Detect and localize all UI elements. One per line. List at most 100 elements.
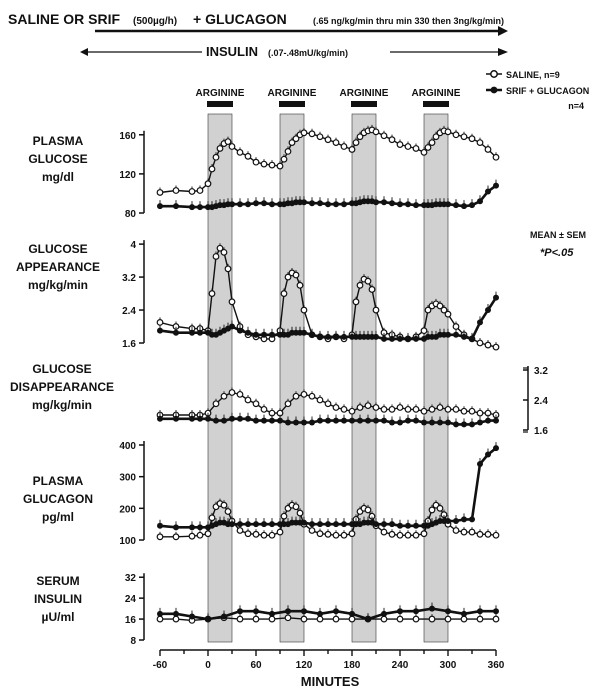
appearance-srif-point-37 <box>397 335 403 342</box>
glucagon-saline-point-26 <box>332 531 340 539</box>
glucose-saline-point-28 <box>348 146 356 153</box>
appearance-y-tick-label-1: 2.4 <box>122 306 136 317</box>
disappearance-srif-point-13 <box>277 417 283 424</box>
legend: SALINE, n=9 SRIF + GLUCAGON n=4 MEAN ± S… <box>486 70 589 259</box>
glucose-saline-point-6 <box>212 153 220 161</box>
glucose-srif-point-51 <box>485 188 491 195</box>
disappearance-saline-point-11 <box>260 405 268 413</box>
disappearance-srif-point-27 <box>389 419 395 426</box>
glucose-saline-point-22 <box>300 129 308 137</box>
glucose-saline-point-46 <box>444 128 452 136</box>
glucagon-srif-point-49 <box>469 516 475 523</box>
glucose-saline-point-0 <box>156 189 164 196</box>
disappearance-saline-point-17 <box>308 392 316 400</box>
glucagon-saline-point-8 <box>220 501 228 509</box>
insulin-saline-point-11 <box>332 615 340 623</box>
glucagon-y-tick-label-2: 300 <box>119 473 136 484</box>
glucose-saline-point-52 <box>492 153 500 161</box>
insulin-saline-point-5 <box>236 615 244 623</box>
appearance-saline-point-20 <box>292 271 300 279</box>
disappearance-y-tick-label-0: 1.6 <box>534 426 548 437</box>
glucose-saline-point-2 <box>188 188 196 195</box>
insulin-srif-point-17 <box>429 605 435 612</box>
disappearance-srif-point-31 <box>421 419 427 426</box>
legend-srif-text: SRIF + GLUCAGON <box>506 86 589 96</box>
disappearance-srif-point-3 <box>197 415 203 422</box>
x-axis: -60 0 60 120 180 240 300 360 <box>153 649 505 671</box>
glucose-srif-point-48 <box>461 203 467 210</box>
glucagon-saline-point-11 <box>236 527 244 534</box>
insulin-saline-point-17 <box>428 615 436 623</box>
insulin-panel: 8 16 24 32 <box>125 573 500 647</box>
glucose-saline-point-18 <box>284 147 292 155</box>
glucose-saline-point-30 <box>356 133 364 141</box>
glucagon-srif-point-3 <box>197 524 203 531</box>
disappearance-saline-point-20 <box>332 404 340 411</box>
disappearance-srif-point-23 <box>357 417 363 424</box>
glucose-label-3: mg/dl <box>42 170 74 184</box>
arginine-band-4 <box>423 113 449 643</box>
glucose-srif-point-35 <box>381 199 387 206</box>
glucose-saline-point-3 <box>196 187 204 194</box>
glucagon-srif-point-25 <box>325 521 331 528</box>
disappearance-saline-point-21 <box>340 405 348 413</box>
insulin-srif-point-3 <box>205 616 211 623</box>
disappearance-srif-point-25 <box>373 417 379 424</box>
appearance-srif-point-24 <box>317 333 323 340</box>
glucose-srif-point-39 <box>413 202 419 209</box>
glucagon-srif-point-34 <box>373 521 379 528</box>
disappearance-saline-point-37 <box>468 407 476 415</box>
legend-srif-n: n=4 <box>568 101 584 111</box>
glucose-label-1: PLASMA <box>33 134 84 148</box>
glucagon-srif-point-47 <box>453 518 459 524</box>
glucose-saline-point-35 <box>380 132 388 140</box>
legend-srif-marker <box>490 86 498 94</box>
insulin-arrowhead-left <box>80 48 88 56</box>
disappearance-y-tick-label-2: 3.2 <box>534 366 548 377</box>
insulin-arrowhead-right <box>498 48 508 56</box>
glucose-srif-point-50 <box>477 198 483 205</box>
glucose-saline-point-36 <box>388 136 396 144</box>
appearance-saline-point-30 <box>356 281 364 289</box>
insulin-y-tick-label-3: 32 <box>125 573 137 584</box>
x-tick-label-1: 0 <box>205 660 211 671</box>
glucose-srif-point-11 <box>237 201 243 208</box>
appearance-srif-point-10 <box>229 323 235 330</box>
disappearance-srif-point-35 <box>453 421 459 428</box>
glucagon-saline-point-13 <box>252 530 260 538</box>
insulin-y-tick-label-2: 24 <box>125 594 137 605</box>
appearance-srif-point-26 <box>333 333 339 340</box>
glucagon-saline-point-24 <box>316 530 324 538</box>
glucagon-srif-point-0 <box>157 522 163 529</box>
glucagon-saline-point-16 <box>276 528 284 536</box>
glucose-srif-point-3 <box>197 204 203 211</box>
disappearance-saline-point-8 <box>236 390 244 398</box>
disappearance-saline-point-27 <box>388 405 396 413</box>
insulin-srif-point-16 <box>413 608 419 615</box>
appearance-srif-point-36 <box>389 335 395 342</box>
glucose-srif-point-2 <box>189 204 195 211</box>
appearance-srif-point-27 <box>341 333 347 340</box>
glucagon-srif-point-37 <box>397 522 403 529</box>
disappearance-saline-point-18 <box>316 396 324 404</box>
disappearance-srif-point-14 <box>285 419 291 426</box>
glucagon-srif-point-27 <box>341 521 347 528</box>
glucose-saline-point-51 <box>484 146 492 153</box>
glucagon-label-2: GLUCAGON <box>23 492 93 506</box>
glucose-saline-point-25 <box>324 136 332 144</box>
glucose-panel: 80 120 160 <box>119 124 500 220</box>
glucagon-saline-point-38 <box>404 531 412 539</box>
appearance-y-tick-label-0: 1.6 <box>122 339 136 350</box>
glucose-saline-point-42 <box>428 139 436 147</box>
glucose-saline-point-1 <box>172 187 180 194</box>
glucose-saline-point-13 <box>252 158 260 166</box>
stats-p-value: *P<.05 <box>540 247 574 259</box>
glucagon-saline-point-23 <box>308 527 316 534</box>
glucagon-srif-point-15 <box>269 521 275 528</box>
header-plus: + GLUCAGON <box>193 11 287 27</box>
disappearance-srif-point-5 <box>213 417 219 424</box>
appearance-saline-point-22 <box>300 306 308 314</box>
glucagon-saline-point-37 <box>396 531 404 539</box>
disappearance-srif-point-19 <box>325 417 331 424</box>
glucagon-saline-point-39 <box>412 531 420 539</box>
